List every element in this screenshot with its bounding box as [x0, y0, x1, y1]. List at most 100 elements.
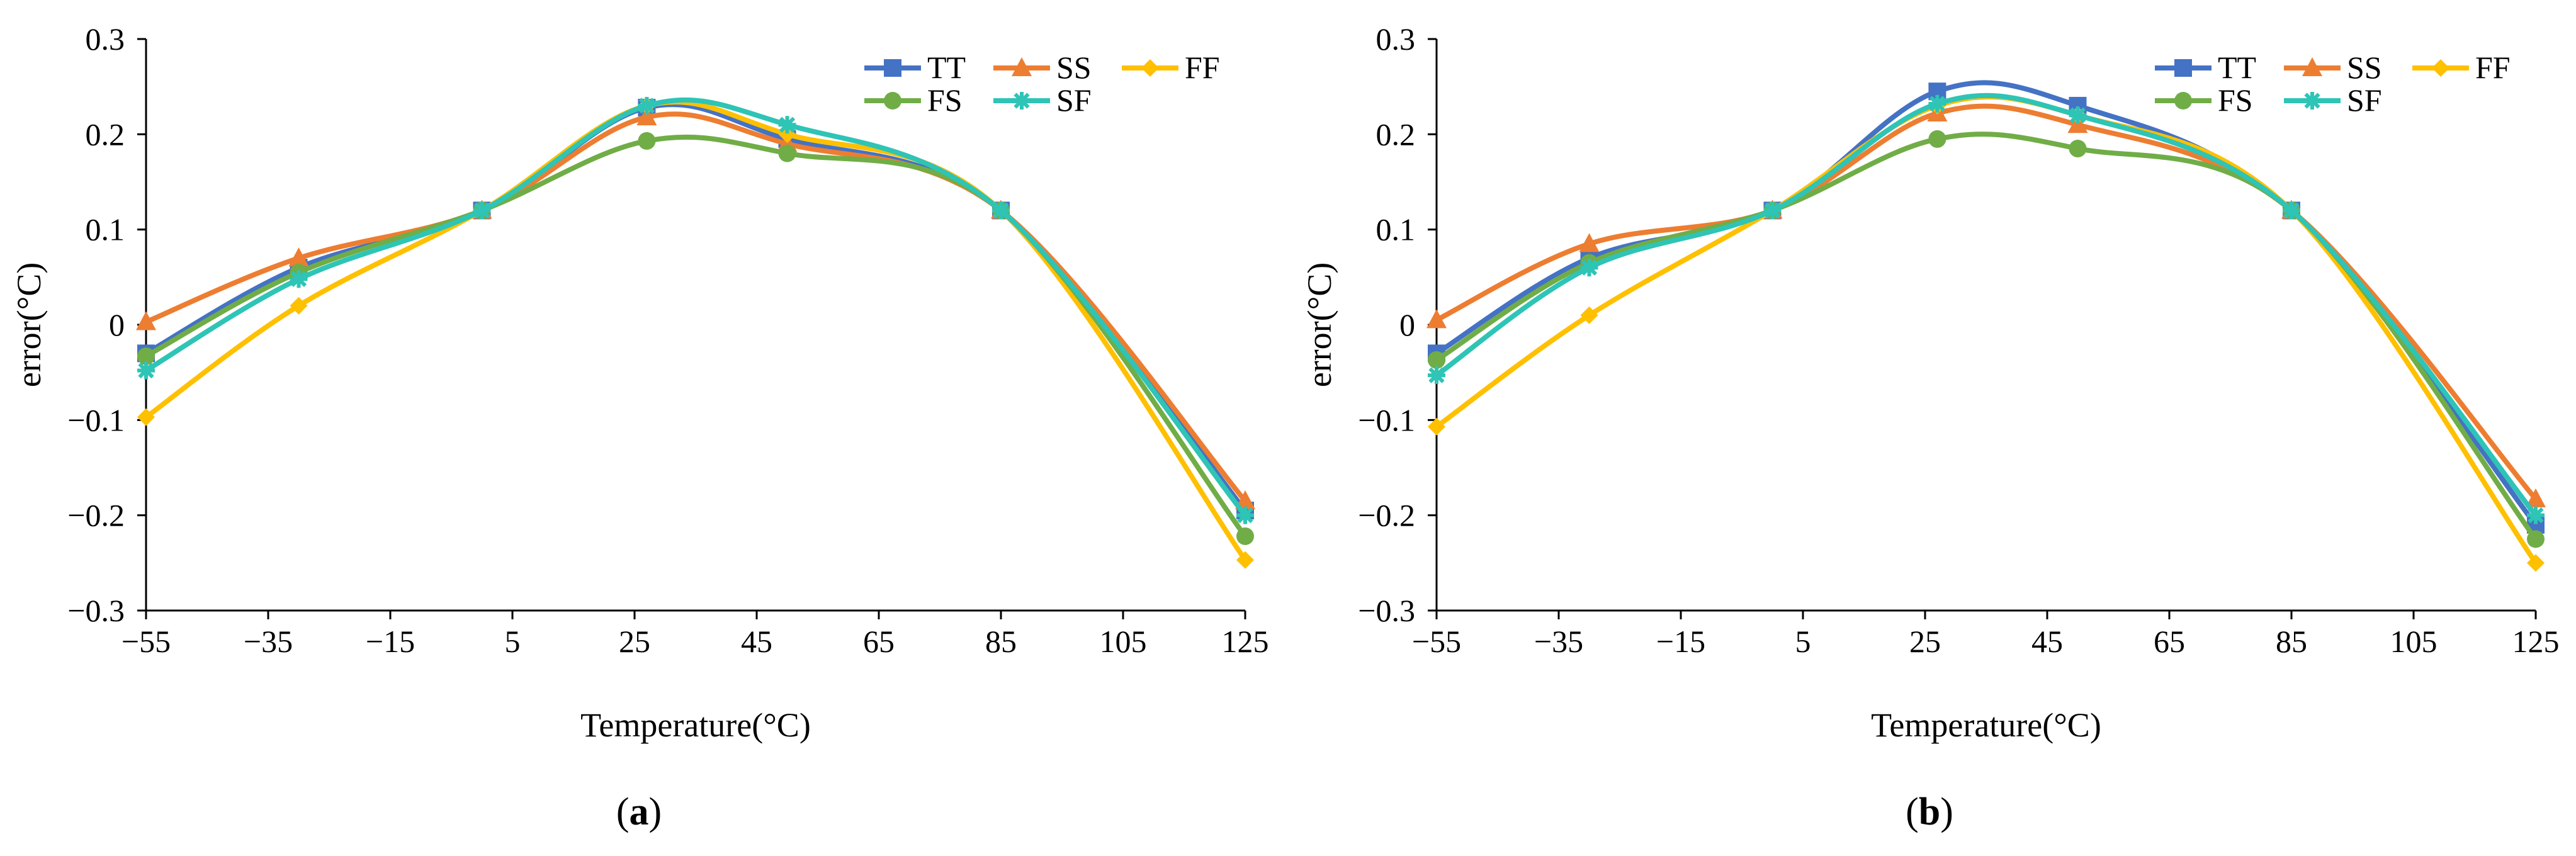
legend-marker-ff — [2432, 59, 2449, 77]
data-point-ff — [137, 408, 155, 426]
legend-marker-ff — [1141, 59, 1159, 77]
x-tick-label: 45 — [741, 624, 772, 659]
data-point-sf — [638, 96, 656, 115]
data-point-sf — [1236, 506, 1254, 524]
x-axis-label: Temperature(°C) — [1871, 706, 2101, 744]
legend-label-ss: SS — [1056, 50, 1092, 85]
legend-label-ss: SS — [2347, 50, 2382, 85]
data-point-fs — [638, 132, 656, 150]
legend-label-fs: FS — [927, 82, 963, 118]
y-axis-label: error(°C) — [1301, 262, 1338, 388]
data-point-sf — [1928, 94, 1946, 113]
legend-marker-ss — [1012, 57, 1032, 76]
data-point-ff — [2527, 554, 2545, 572]
axes-a: −0.3 −0.2 −0.1 0 0.1 0.2 0.3 −55 −35 −15 5 25 45 65 85… — [67, 21, 1268, 659]
x-tick-label: 125 — [2512, 624, 2560, 659]
data-point-sf — [2069, 106, 2087, 125]
data-point-sf — [290, 270, 308, 288]
y-tick-label: −0.1 — [1358, 402, 1415, 437]
x-tick-label: 25 — [1909, 624, 1941, 659]
data-point-ss — [1426, 309, 1447, 329]
legend-item-ff: FF — [2412, 50, 2511, 85]
y-tick-label: 0.1 — [1376, 212, 1416, 247]
data-point-fs — [1928, 130, 1946, 148]
data-point-sf — [778, 116, 796, 134]
legend-marker-ss — [2302, 57, 2322, 76]
data-point-ss — [636, 106, 657, 126]
legend-marker-fs — [2174, 92, 2192, 110]
data-point-ss — [288, 247, 309, 267]
legend-marker-sf — [1013, 92, 1031, 110]
x-tick-label: −15 — [366, 624, 415, 659]
legend-item-tt: TT — [864, 50, 966, 85]
chart-panel-b: −0.3 −0.2 −0.1 0 0.1 0.2 0.3 −55 −35 −15 5 25 45 65 85… — [1301, 21, 2560, 744]
y-tick-label: 0.2 — [86, 116, 125, 152]
data-point-fs — [2527, 530, 2545, 548]
series-ff — [1428, 94, 2545, 572]
data-point-sf — [2283, 201, 2300, 220]
x-tick-label: 45 — [2031, 624, 2063, 659]
y-tick-label: −0.1 — [67, 402, 125, 437]
x-tick-label: −35 — [244, 624, 293, 659]
legend-marker-tt — [2174, 59, 2192, 77]
x-tick-label: 65 — [2154, 624, 2185, 659]
legend-b: TT SS FF FS SF — [2155, 50, 2511, 118]
series-line-fs — [1434, 132, 2538, 542]
legend-marker-tt — [884, 59, 901, 77]
legend-marker-fs — [884, 92, 901, 110]
data-point-ss — [2526, 488, 2546, 507]
x-tick-label: −35 — [1534, 624, 1583, 659]
legend-item-sf: SF — [993, 82, 1092, 118]
legend-label-sf: SF — [1056, 82, 1092, 118]
series-ff — [137, 96, 1254, 569]
data-point-sf — [137, 361, 155, 380]
data-point-fs — [1236, 527, 1254, 545]
data-point-ff — [290, 296, 308, 315]
x-tick-label: −55 — [1412, 624, 1461, 659]
data-point-sf — [992, 201, 1010, 220]
data-point-sf — [2527, 506, 2545, 524]
series-sf — [137, 96, 1254, 524]
panel-label-b: (b) — [1906, 791, 1953, 833]
legend-item-ff: FF — [1122, 50, 1220, 85]
y-tick-label: 0.1 — [86, 212, 125, 247]
legend-a: TT SS FF FS SF — [864, 50, 1220, 118]
legend-item-ss: SS — [993, 50, 1092, 85]
series-line-fs — [144, 134, 1248, 539]
data-point-fs — [137, 347, 155, 365]
y-tick-label: 0 — [109, 307, 125, 342]
series-line-ff — [144, 99, 1248, 563]
x-axis-label: Temperature(°C) — [580, 706, 811, 744]
x-tick-label: 105 — [2390, 624, 2438, 659]
x-tick-label: −15 — [1656, 624, 1705, 659]
data-point-ff — [1428, 417, 1445, 436]
y-tick-label: 0 — [1399, 307, 1415, 342]
y-tick-label: 0.3 — [86, 21, 125, 57]
data-point-ff — [1580, 306, 1598, 324]
x-tick-label: 105 — [1100, 624, 1147, 659]
legend-label-sf: SF — [2347, 82, 2382, 118]
x-tick-label: 85 — [985, 624, 1017, 659]
legend-item-sf: SF — [2284, 82, 2382, 118]
x-tick-label: 5 — [505, 624, 521, 659]
chart-panel-a: −0.3 −0.2 −0.1 0 0.1 0.2 0.3 −55 −35 −15 5 25 45 65 85… — [10, 21, 1269, 744]
legend-label-ff: FF — [1185, 50, 1220, 85]
y-tick-label: −0.2 — [1358, 498, 1415, 533]
x-tick-label: 65 — [863, 624, 895, 659]
series-sf — [1428, 93, 2545, 524]
y-tick-label: −0.3 — [1358, 593, 1415, 628]
data-point-ss — [1235, 490, 1255, 509]
data-point-ss — [1579, 233, 1600, 252]
series-line-sf — [144, 97, 1248, 518]
x-tick-label: 5 — [1795, 624, 1811, 659]
legend-item-tt: TT — [2155, 50, 2256, 85]
legend-item-fs: FS — [2155, 82, 2253, 118]
legend-label-tt: TT — [927, 50, 966, 85]
data-point-fs — [778, 144, 796, 162]
legend-label-tt: TT — [2218, 50, 2256, 85]
y-tick-label: 0.2 — [1376, 116, 1416, 152]
data-point-ss — [136, 311, 156, 330]
series-line-ff — [1434, 94, 2538, 566]
axes-b: −0.3 −0.2 −0.1 0 0.1 0.2 0.3 −55 −35 −15 5 25 45 65 85… — [1358, 21, 2559, 659]
